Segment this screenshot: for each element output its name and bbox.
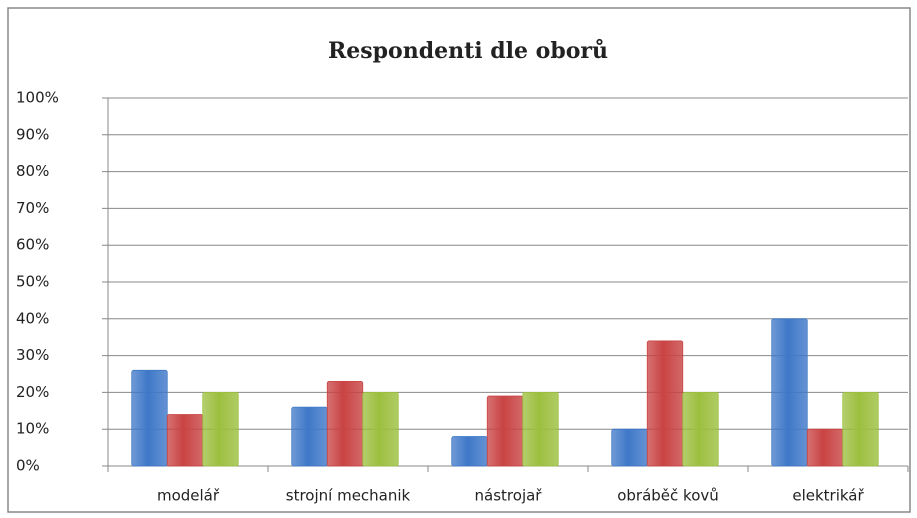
y-tick-label: 50% — [16, 273, 49, 291]
x-tick-label: elektrikář — [792, 487, 864, 505]
y-tick-label: 90% — [16, 125, 49, 143]
x-tick-label: strojní mechanik — [286, 487, 411, 505]
y-tick-label: 10% — [16, 420, 49, 438]
y-tick-label: 20% — [16, 383, 49, 401]
y-tick-label: 80% — [16, 162, 49, 180]
x-tick-label: obráběč kovů — [617, 487, 719, 505]
x-tick-label: nástrojař — [475, 487, 543, 505]
bar — [291, 406, 328, 467]
y-tick-label: 40% — [16, 309, 49, 327]
bar — [806, 428, 844, 467]
bar — [771, 318, 808, 467]
y-tick-label: 70% — [16, 199, 49, 217]
y-tick-label: 100% — [16, 89, 59, 107]
bar — [842, 391, 879, 467]
y-tick-label: 30% — [16, 346, 49, 364]
y-tick-label: 0% — [16, 457, 40, 475]
bar — [131, 369, 168, 467]
bar — [682, 391, 719, 467]
bar — [326, 380, 364, 467]
chart-title: Respondenti dle oborů — [328, 38, 608, 64]
bar — [362, 391, 399, 467]
x-tick-label: modelář — [157, 487, 220, 505]
y-tick-label: 60% — [16, 236, 49, 254]
bar — [646, 340, 684, 467]
bar — [522, 391, 559, 467]
bar — [611, 428, 648, 467]
bar — [486, 395, 524, 467]
bar — [166, 414, 204, 467]
bar — [451, 436, 488, 467]
bar — [202, 391, 239, 467]
